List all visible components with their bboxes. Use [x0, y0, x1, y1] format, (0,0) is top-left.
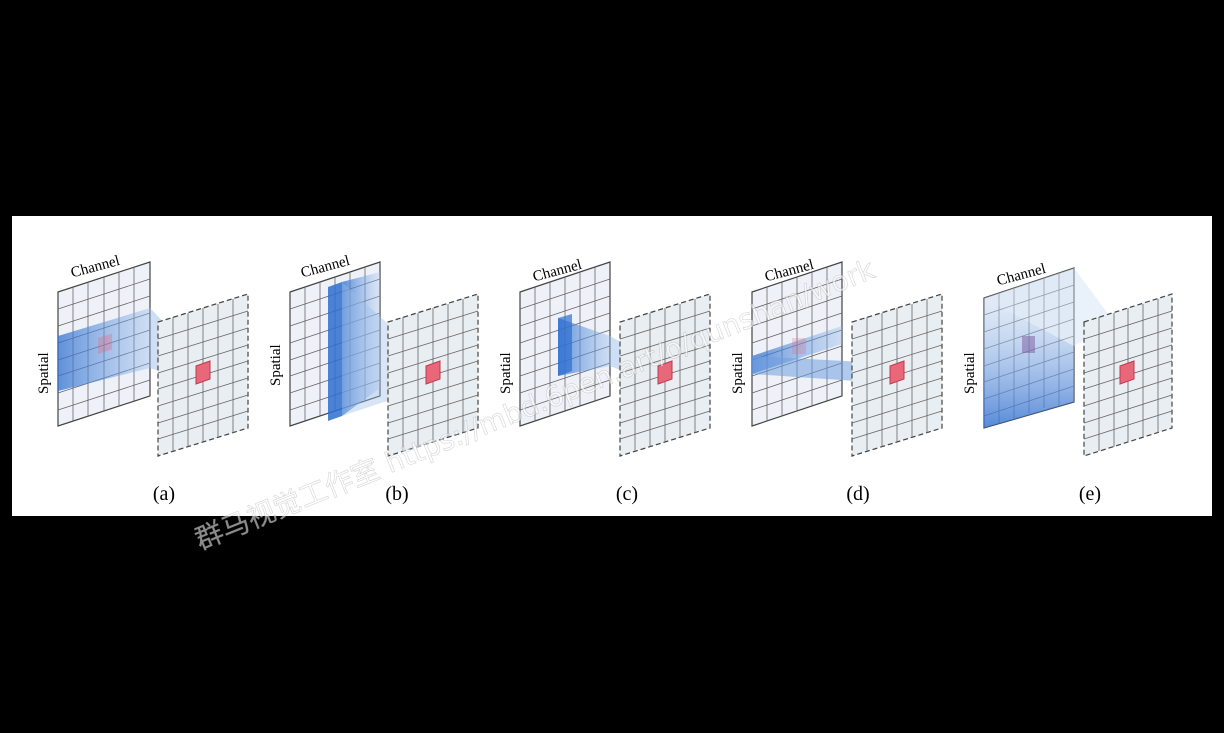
source-cell-e [1022, 336, 1035, 353]
panel-a: Channel Spatial (a) [36, 253, 249, 505]
panel-d: Channel Spatial (d) [730, 257, 943, 505]
spatial-label-a: Spatial [36, 352, 52, 394]
spatial-label-b: Spatial [268, 344, 284, 386]
caption-a: (a) [153, 483, 175, 505]
kernel-front-c [558, 314, 572, 376]
caption-b: (b) [385, 483, 408, 505]
panel-e: Channel Spatial (e) [962, 261, 1173, 505]
projection-e [984, 268, 1114, 346]
target-cell-b [425, 360, 441, 385]
figure-canvas: Channel Spatial (a) Channel Spatial (b) [12, 216, 1212, 516]
panel-b: Channel Spatial (b) [268, 253, 479, 505]
target-cell-e [1119, 360, 1135, 385]
spatial-label-e: Spatial [962, 352, 978, 394]
kernel-volume-a [58, 308, 150, 391]
caption-d: (d) [846, 483, 869, 505]
source-cell-a [98, 333, 112, 355]
target-cell-a [195, 360, 211, 385]
spatial-label-c: Spatial [498, 352, 514, 394]
target-cell-c [657, 360, 673, 385]
source-cell-d [792, 338, 806, 354]
kernel-side-b [342, 272, 380, 416]
spatial-label-d: Spatial [730, 352, 746, 394]
kernel-volume-e [984, 298, 1074, 428]
target-cell-d [889, 360, 905, 385]
caption-c: (c) [616, 483, 638, 505]
figure-svg: Channel Spatial (a) Channel Spatial (b) [36, 253, 1173, 505]
panel-c: Channel Spatial (c) [498, 257, 711, 505]
caption-e: (e) [1079, 483, 1101, 505]
kernel-volume-b [328, 282, 342, 421]
